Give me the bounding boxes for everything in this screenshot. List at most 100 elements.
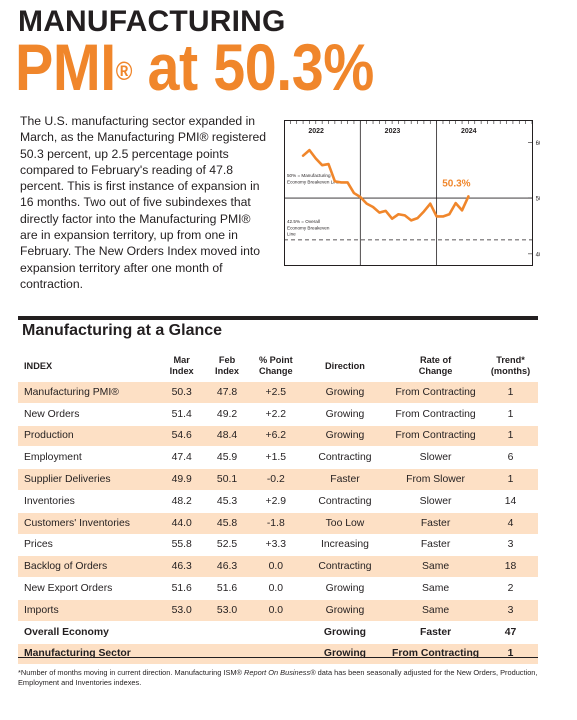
annotation-overall: 42.5% = Overall Economy Breakeven Line [287, 219, 330, 237]
cell-feb: 45.9 [204, 446, 250, 470]
col-header-direction: Direction [325, 360, 365, 371]
col-header-index: INDEX [24, 360, 53, 371]
cell-trend: 2 [483, 577, 538, 600]
cell-trend: 1 [483, 468, 538, 491]
cell-trend: 3 [483, 534, 538, 557]
cell-trend: 6 [483, 446, 538, 470]
cell-mar [159, 621, 205, 644]
pmi-trend-chart: 2022 2023 2024 40 50 60 50% = ManufacturingEco… [284, 117, 540, 267]
table-row: Production 54.6 48.4 +6.2 Growing From Contra… [18, 425, 538, 448]
table-row: Employment 47.4 45.9 +1.5 Contracting Slower 6 [18, 446, 538, 470]
cell-rate: From Contracting [388, 643, 484, 666]
cell-index: New Export Orders [18, 577, 159, 600]
table-row: Supplier Deliveries 49.9 50.1 -0.2 Faster Fro… [18, 468, 538, 491]
cell-index: Inventories [18, 490, 159, 513]
cell-trend: 1 [483, 425, 538, 448]
section-title: Manufacturing at a Glance [22, 322, 223, 339]
cell-mar: 55.8 [159, 534, 205, 557]
table-row: Inventories 48.2 45.3 +2.9 Contracting Slower… [18, 490, 538, 513]
cell-index: Prices [18, 534, 159, 557]
cell-index: Production [18, 425, 159, 448]
table-row: Imports 53.0 53.0 0.0 Growing Same 3 [18, 599, 538, 622]
cell-mar: 49.9 [159, 468, 205, 491]
col-header-mar: Mar Index [169, 355, 194, 376]
cell-rate: From Contracting [388, 425, 484, 448]
cell-change [249, 621, 302, 644]
cell-direction: Growing [301, 599, 389, 622]
annotation-manufacturing: 50% = Manufacturing Economy Breakeven Lin… [287, 173, 340, 184]
cell-change: -0.2 [249, 468, 302, 491]
cell-change: -1.8 [249, 512, 302, 535]
cell-direction: Growing [301, 643, 389, 666]
headline-rest: at 50.3% [132, 30, 375, 104]
year-label: 2023 [385, 128, 401, 135]
pmi-series-line [301, 148, 470, 222]
col-header-feb: Feb Index [215, 355, 240, 376]
col-header-rate: Rate of Change [418, 355, 453, 376]
chart-frame [284, 120, 533, 266]
cell-mar: 48.2 [159, 490, 205, 513]
cell-index: Customers' Inventories [18, 512, 159, 535]
section-rule [18, 316, 538, 320]
footnote: *Number of months moving in current dire… [18, 668, 538, 687]
cell-index: Overall Economy [18, 621, 159, 644]
summary-row: Overall Economy Growing Faster 47 [18, 621, 538, 644]
cell-feb: 47.8 [204, 382, 250, 404]
pmi-chart-svg: 2022 2023 2024 40 50 60 50% = ManufacturingEco… [284, 120, 540, 266]
cell-rate: From Contracting [388, 382, 484, 404]
cell-trend: 1 [483, 643, 538, 666]
table-header-row: INDEX Mar Index Feb Index % Point Change Di… [18, 350, 538, 382]
intro-paragraph: The U.S. manufacturing sector expanded i… [20, 114, 267, 291]
cell-change: 0.0 [249, 599, 302, 622]
cell-trend: 4 [483, 512, 538, 535]
cell-rate: Same [388, 599, 484, 622]
table-row: Customers' Inventories 44.0 45.8 -1.8 Too Lo… [18, 512, 538, 535]
y-tick-label: 50 [536, 197, 540, 203]
col-header-change: % Point Change [258, 355, 293, 376]
table-row: Backlog of Orders 46.3 46.3 0.0 Contracting S… [18, 555, 538, 579]
cell-direction: Growing [301, 425, 389, 448]
cell-feb [204, 643, 250, 666]
cell-direction: Contracting [301, 446, 389, 470]
cell-change: +3.3 [249, 534, 302, 557]
cell-index: Manufacturing PMI® [18, 382, 159, 404]
year-label: 2024 [461, 128, 477, 135]
cell-mar: 53.0 [159, 599, 205, 622]
cell-mar [159, 643, 205, 666]
cell-change: +2.5 [249, 382, 302, 404]
cell-mar: 44.0 [159, 512, 205, 535]
cell-trend: 1 [483, 403, 538, 426]
cell-change: +2.2 [249, 403, 302, 426]
table-row: New Export Orders 51.6 51.6 0.0 Growing Same 2 [18, 577, 538, 600]
cell-feb: 50.1 [204, 468, 250, 491]
col-header-trend: Trend* (months) [490, 355, 531, 376]
cell-feb: 45.3 [204, 490, 250, 513]
cell-feb: 53.0 [204, 599, 250, 622]
cell-direction: Growing [301, 403, 389, 426]
cell-trend: 47 [483, 621, 538, 644]
headline-registered-mark: ® [115, 56, 133, 86]
y-tick-label: 40 [536, 252, 540, 258]
cell-change: 0.0 [249, 555, 302, 579]
summary-row: Manufacturing Sector Growing From Contract… [18, 643, 538, 666]
cell-change: 0.0 [249, 577, 302, 600]
cell-rate: Same [388, 555, 484, 579]
cell-rate: Slower [388, 446, 484, 470]
cell-change: +2.9 [249, 490, 302, 513]
cell-direction: Growing [301, 382, 389, 404]
cell-index: Manufacturing Sector [18, 643, 159, 666]
cell-rate: Faster [388, 621, 484, 644]
cell-mar: 47.4 [159, 446, 205, 470]
cell-mar: 51.6 [159, 577, 205, 600]
cell-feb: 45.8 [204, 512, 250, 535]
cell-mar: 46.3 [159, 555, 205, 579]
cell-direction: Growing [301, 577, 389, 600]
cell-feb: 48.4 [204, 425, 250, 448]
table-row: New Orders 51.4 49.2 +2.2 Growing From Contra… [18, 403, 538, 426]
cell-change: +1.5 [249, 446, 302, 470]
cell-feb: 46.3 [204, 555, 250, 579]
cell-feb: 51.6 [204, 577, 250, 600]
page-kicker: MANUFACTURING [18, 5, 286, 38]
table-row: Manufacturing PMI® 50.3 47.8 +2.5 Growing Fro… [18, 382, 538, 404]
cell-feb: 49.2 [204, 403, 250, 426]
